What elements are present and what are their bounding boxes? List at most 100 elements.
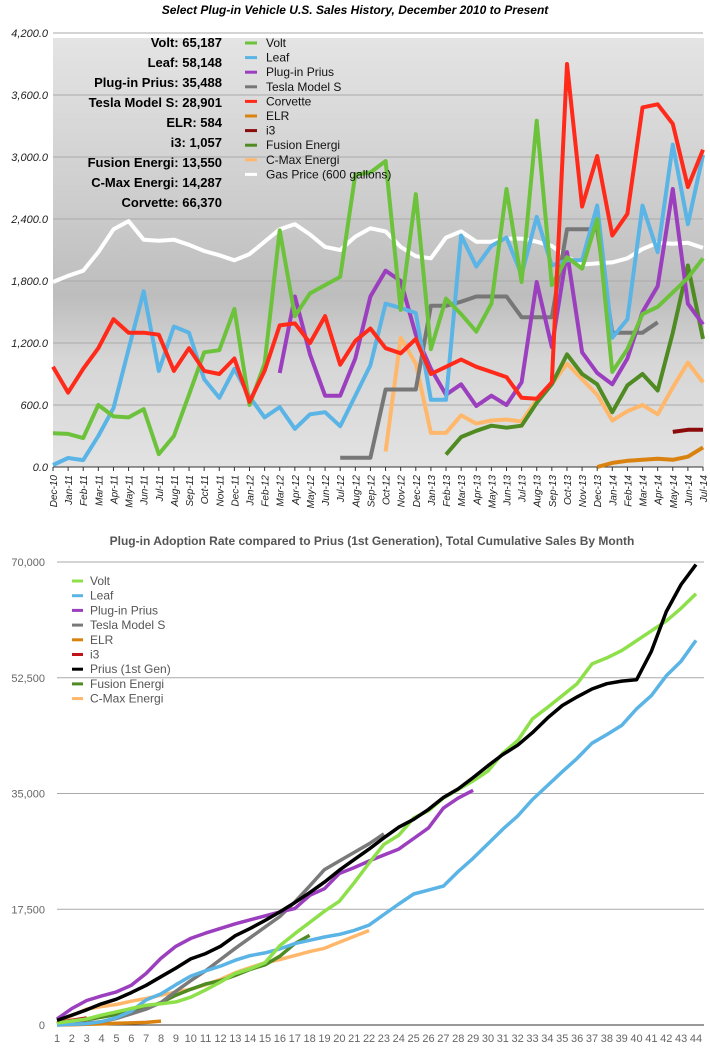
total-name: Fusion Energi: (88, 155, 183, 170)
x-tick-label: Feb-14 (623, 475, 634, 507)
x-tick-label: 6 (128, 1033, 134, 1045)
x-tick-label: 8 (158, 1033, 164, 1045)
x-tick-label: Jul-12 (336, 475, 347, 504)
y-tick-label: 0.0 (33, 462, 49, 474)
x-tick-label: 19 (318, 1033, 330, 1045)
x-tick-label: Jan-11 (64, 475, 75, 506)
x-tick-label: Dec-12 (412, 475, 423, 508)
x-tick-label: 17 (289, 1033, 301, 1045)
x-tick-label: 27 (437, 1033, 449, 1045)
x-tick-label: 28 (452, 1033, 464, 1045)
x-tick-label: Aug-13 (533, 475, 544, 509)
series-line-prius-1st-gen (56, 563, 698, 1023)
y-tick-label: 1,200.0 (11, 338, 49, 350)
legend-label-c-max-energi: C-Max Energi (266, 153, 339, 167)
series-line-volt (52, 118, 705, 457)
x-tick-label: Dec-13 (593, 475, 604, 508)
legend-label-gas-price-600-gallons: Gas Price (600 gallons) (266, 167, 391, 181)
x-tick-label: May-11 (125, 475, 136, 508)
x-tick-label: 2 (69, 1033, 75, 1045)
legend-label-prius-1st-gen: Prius (1st Gen) (90, 662, 171, 676)
x-tick-label: Sep-12 (366, 475, 377, 508)
total-value: 28,901 (182, 95, 222, 110)
total-leaf: Leaf: 58,148 (148, 55, 222, 70)
total-c-max-energi: C-Max Energi: 14,287 (91, 175, 222, 190)
total-corvette: Corvette: 66,370 (122, 195, 222, 210)
x-tick-label: 13 (229, 1033, 241, 1045)
y-tick-label: 1,800.0 (11, 276, 49, 288)
legend-label-i3: i3 (266, 124, 276, 138)
total-elr: ELR: 584 (166, 115, 222, 130)
x-tick-label: Jun-11 (140, 475, 151, 506)
legend-label-volt: Volt (90, 574, 111, 588)
y-tick-label: 3,000.0 (11, 152, 49, 164)
x-tick-label: 1 (54, 1033, 60, 1045)
x-tick-label: Aug-12 (351, 475, 362, 509)
legend-label-tesla-model-s: Tesla Model S (266, 80, 341, 94)
x-tick-label: May-13 (487, 475, 498, 509)
x-tick-label: 15 (259, 1033, 271, 1045)
x-tick-label: 37 (586, 1033, 598, 1045)
x-tick-label: 40 (630, 1033, 642, 1045)
total-name: Tesla Model S: (89, 95, 183, 110)
x-tick-label: 31 (497, 1033, 509, 1045)
x-tick-label: Jul-13 (518, 475, 529, 504)
x-tick-label: Mar-12 (276, 475, 287, 507)
legend-label-fusion-energi: Fusion Energi (266, 138, 340, 152)
total-tesla-model-s: Tesla Model S: 28,901 (89, 95, 222, 110)
cumulative-sales-chart: Plug-in Adoption Rate compared to Prius … (11, 534, 704, 1045)
x-tick-label: Apr-13 (472, 475, 483, 506)
x-tick-label: 10 (185, 1033, 197, 1045)
total-value: 584 (200, 115, 222, 130)
x-tick-label: Jan-14 (608, 475, 619, 507)
x-tick-label: 4 (99, 1033, 105, 1045)
total-name: Plug-in Prius: (94, 75, 182, 90)
x-tick-label: Sep-11 (185, 475, 196, 507)
x-tick-label: Sep-13 (548, 475, 559, 508)
y-tick-label: 17,500 (11, 904, 45, 916)
series-line-leaf (52, 142, 705, 467)
y-tick-label: 52,500 (11, 673, 45, 685)
total-i3: i3: 1,057 (171, 135, 222, 150)
x-tick-label: Oct-13 (563, 475, 574, 505)
monthly-sales-chart: Select Plug-in Vehicle U.S. Sales Histor… (10, 3, 710, 509)
total-value: 14,287 (182, 175, 222, 190)
series-line-volt (56, 592, 698, 1025)
series-line-i3 (672, 427, 703, 434)
x-tick-label: Jun-14 (684, 475, 695, 507)
x-tick-label: 16 (274, 1033, 286, 1045)
x-tick-label: 41 (645, 1033, 657, 1045)
x-tick-label: 36 (571, 1033, 583, 1045)
total-name: i3: (171, 135, 190, 150)
x-tick-label: Oct-11 (200, 475, 211, 504)
x-tick-label: 7 (143, 1033, 149, 1045)
x-tick-label: 25 (408, 1033, 420, 1045)
total-name: Leaf: (148, 55, 183, 70)
x-tick-label: Apr-14 (654, 475, 665, 506)
legend-label-plug-in-prius: Plug-in Prius (90, 603, 158, 617)
x-tick-label: Jul-14 (699, 475, 710, 504)
x-tick-label: 9 (173, 1033, 179, 1045)
x-tick-label: 23 (378, 1033, 390, 1045)
total-name: ELR: (166, 115, 200, 130)
legend-label-volt: Volt (266, 36, 287, 50)
x-tick-label: 18 (304, 1033, 316, 1045)
x-tick-label: 11 (200, 1033, 211, 1045)
x-tick-label: 32 (512, 1033, 524, 1045)
total-value: 13,550 (182, 155, 222, 170)
series-line-leaf (56, 639, 698, 1027)
x-tick-label: Dec-10 (49, 475, 60, 508)
x-tick-label: Jun-13 (502, 475, 513, 507)
x-tick-label: 43 (675, 1033, 687, 1045)
x-tick-label: 5 (113, 1033, 119, 1045)
chart-title: Select Plug-in Vehicle U.S. Sales Histor… (162, 3, 550, 17)
x-tick-label: Feb-12 (261, 475, 272, 507)
y-tick-label: 4,200.0 (11, 28, 49, 40)
x-tick-label: 39 (616, 1033, 628, 1045)
y-tick-label: 70,000 (11, 557, 45, 569)
x-tick-label: 14 (244, 1033, 256, 1045)
total-name: Corvette: (122, 195, 183, 210)
x-tick-label: Jan-13 (427, 475, 438, 507)
x-tick-label: Jun-12 (321, 475, 332, 507)
y-tick-label: 35,000 (11, 789, 45, 801)
